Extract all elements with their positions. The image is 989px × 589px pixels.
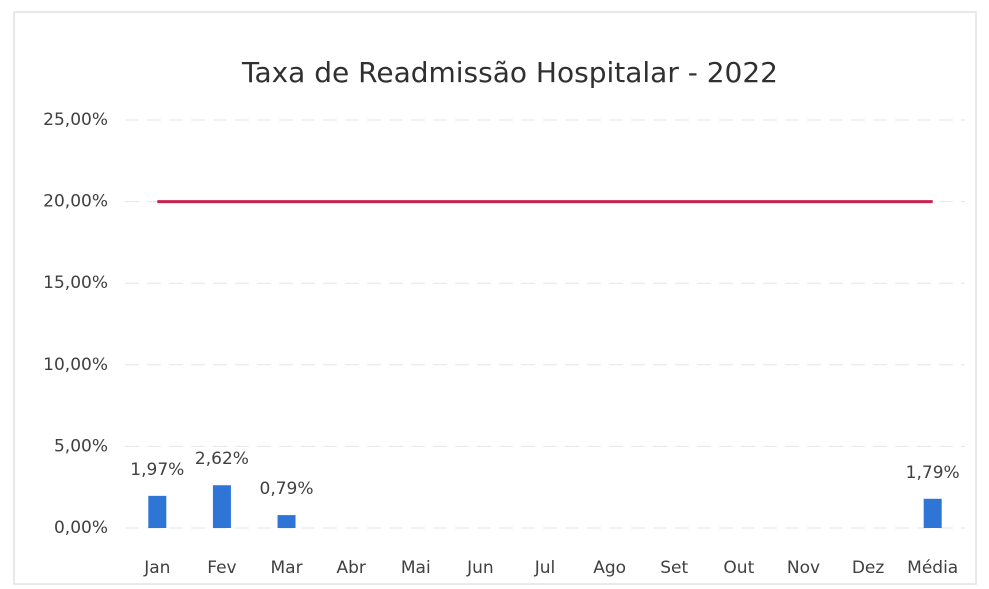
x-tick-label: Nov	[787, 558, 820, 578]
data-label: 0,79%	[260, 479, 314, 499]
x-tick-label: Fev	[207, 558, 236, 578]
bar	[277, 515, 296, 528]
data-label: 2,62%	[195, 449, 249, 469]
chart-frame	[13, 11, 977, 585]
y-tick-label: 10,00%	[43, 355, 108, 375]
y-tick-label: 20,00%	[43, 192, 108, 212]
y-tick-label: 15,00%	[43, 273, 108, 293]
x-tick-label: Out	[723, 558, 754, 578]
x-tick-label: Jun	[466, 558, 494, 578]
chart-title: Taxa de Readmissão Hospitalar - 2022	[241, 56, 778, 89]
y-tick-label: 5,00%	[54, 436, 108, 456]
x-tick-label: Abr	[336, 558, 365, 578]
y-tick-label: 25,00%	[43, 110, 108, 130]
data-label: 1,79%	[906, 463, 960, 483]
x-tick-label: Set	[660, 558, 688, 578]
data-label: 1,97%	[130, 460, 184, 480]
x-tick-label: Mai	[401, 558, 431, 578]
bar	[212, 485, 231, 528]
y-tick-label: 0,00%	[54, 518, 108, 538]
x-tick-label: Dez	[852, 558, 885, 578]
x-tick-label: Mar	[270, 558, 302, 578]
bar	[923, 498, 942, 528]
x-tick-label: Jan	[143, 558, 170, 578]
x-tick-label: Jul	[534, 558, 556, 578]
bar	[148, 495, 167, 528]
x-tick-label: Ago	[593, 558, 626, 578]
x-tick-label: Média	[907, 558, 958, 578]
